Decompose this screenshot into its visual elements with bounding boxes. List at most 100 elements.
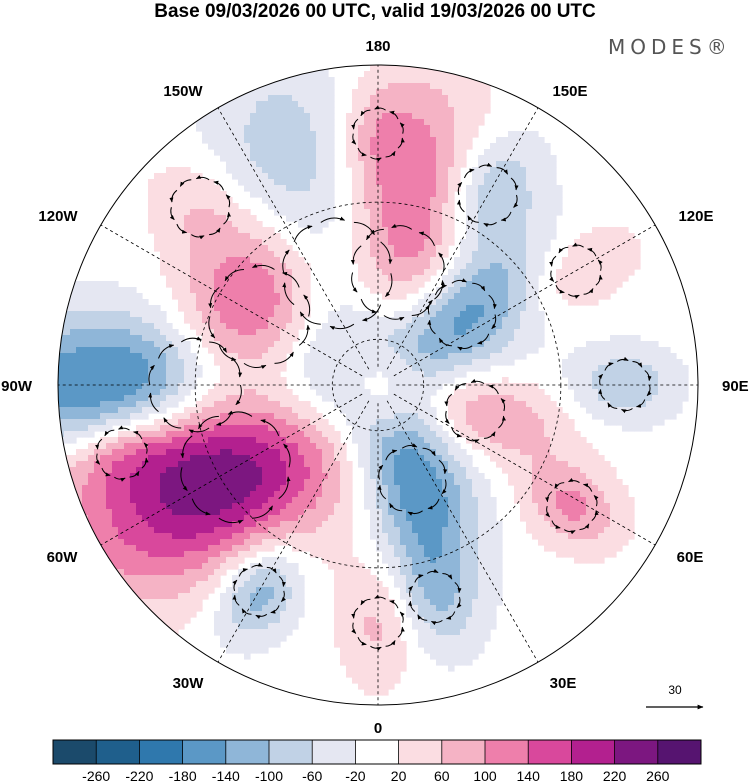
field-cell [610, 371, 617, 378]
field-cell [262, 185, 269, 192]
field-cell [82, 455, 89, 462]
field-cell [292, 479, 299, 486]
field-cell [376, 251, 383, 258]
field-cell [400, 341, 407, 348]
field-cell [250, 329, 257, 336]
field-cell [112, 383, 119, 390]
field-cell [262, 95, 269, 102]
field-cell [82, 473, 89, 480]
field-cell [238, 359, 245, 366]
field-cell [358, 149, 365, 156]
field-cell [262, 113, 269, 120]
field-cell [274, 185, 281, 192]
field-cell [370, 251, 377, 258]
field-cell [112, 293, 119, 300]
field-cell [190, 173, 197, 180]
field-cell [412, 461, 419, 468]
field-cell [274, 365, 281, 372]
field-cell [388, 101, 395, 108]
field-cell [418, 419, 425, 426]
field-cell [484, 161, 491, 168]
field-cell [508, 263, 515, 270]
field-cell [508, 419, 515, 426]
field-cell [160, 449, 167, 456]
field-cell [568, 275, 575, 282]
field-cell [604, 407, 611, 414]
field-cell [364, 455, 371, 462]
field-cell [502, 377, 509, 384]
field-cell [214, 107, 221, 114]
field-cell [328, 359, 335, 366]
field-cell [172, 281, 179, 288]
field-cell [226, 221, 233, 228]
field-cell [214, 341, 221, 348]
field-cell [316, 479, 323, 486]
field-cell [442, 437, 449, 444]
field-cell [238, 281, 245, 288]
field-cell [256, 131, 263, 138]
field-cell [328, 137, 335, 144]
field-cell [568, 281, 575, 288]
field-cell [442, 491, 449, 498]
field-cell [256, 191, 263, 198]
field-cell [658, 377, 665, 384]
field-cell [514, 305, 521, 312]
field-cell [304, 197, 311, 204]
field-cell [406, 65, 413, 72]
field-cell [256, 347, 263, 354]
field-cell [304, 407, 311, 414]
field-cell [136, 503, 143, 510]
field-cell [538, 263, 545, 270]
field-cell [400, 143, 407, 150]
field-cell [490, 497, 497, 504]
field-cell [178, 197, 185, 204]
field-cell [370, 329, 377, 336]
field-cell [454, 269, 461, 276]
field-cell [388, 293, 395, 300]
field-cell [478, 161, 485, 168]
field-cell [532, 221, 539, 228]
field-cell [148, 383, 155, 390]
field-cell [232, 269, 239, 276]
field-cell [364, 461, 371, 468]
field-cell [586, 299, 593, 306]
field-cell [178, 503, 185, 510]
field-cell [448, 155, 455, 162]
field-cell [658, 347, 665, 354]
field-cell [100, 503, 107, 510]
field-cell [430, 359, 437, 366]
field-cell [370, 467, 377, 474]
field-cell [124, 365, 131, 372]
field-cell [70, 431, 77, 438]
field-cell [292, 491, 299, 498]
field-cell [628, 233, 635, 240]
field-cell [628, 335, 635, 342]
field-cell [286, 287, 293, 294]
field-cell [406, 209, 413, 216]
field-cell [370, 161, 377, 168]
field-cell [520, 443, 527, 450]
field-cell [160, 233, 167, 240]
field-cell [256, 395, 263, 402]
field-cell [562, 275, 569, 282]
field-cell [226, 155, 233, 162]
field-cell [448, 497, 455, 504]
field-cell [232, 161, 239, 168]
field-cell [184, 497, 191, 504]
field-cell [316, 71, 323, 78]
field-cell [370, 341, 377, 348]
field-cell [664, 395, 671, 402]
field-cell [622, 263, 629, 270]
field-cell [250, 353, 257, 360]
field-cell [124, 449, 131, 456]
field-cell [70, 359, 77, 366]
field-cell [430, 113, 437, 120]
field-cell [202, 125, 209, 132]
field-cell [472, 209, 479, 216]
field-cell [502, 317, 509, 324]
field-cell [388, 77, 395, 84]
field-cell [400, 239, 407, 246]
field-cell [364, 431, 371, 438]
field-cell [322, 221, 329, 228]
field-cell [418, 197, 425, 204]
